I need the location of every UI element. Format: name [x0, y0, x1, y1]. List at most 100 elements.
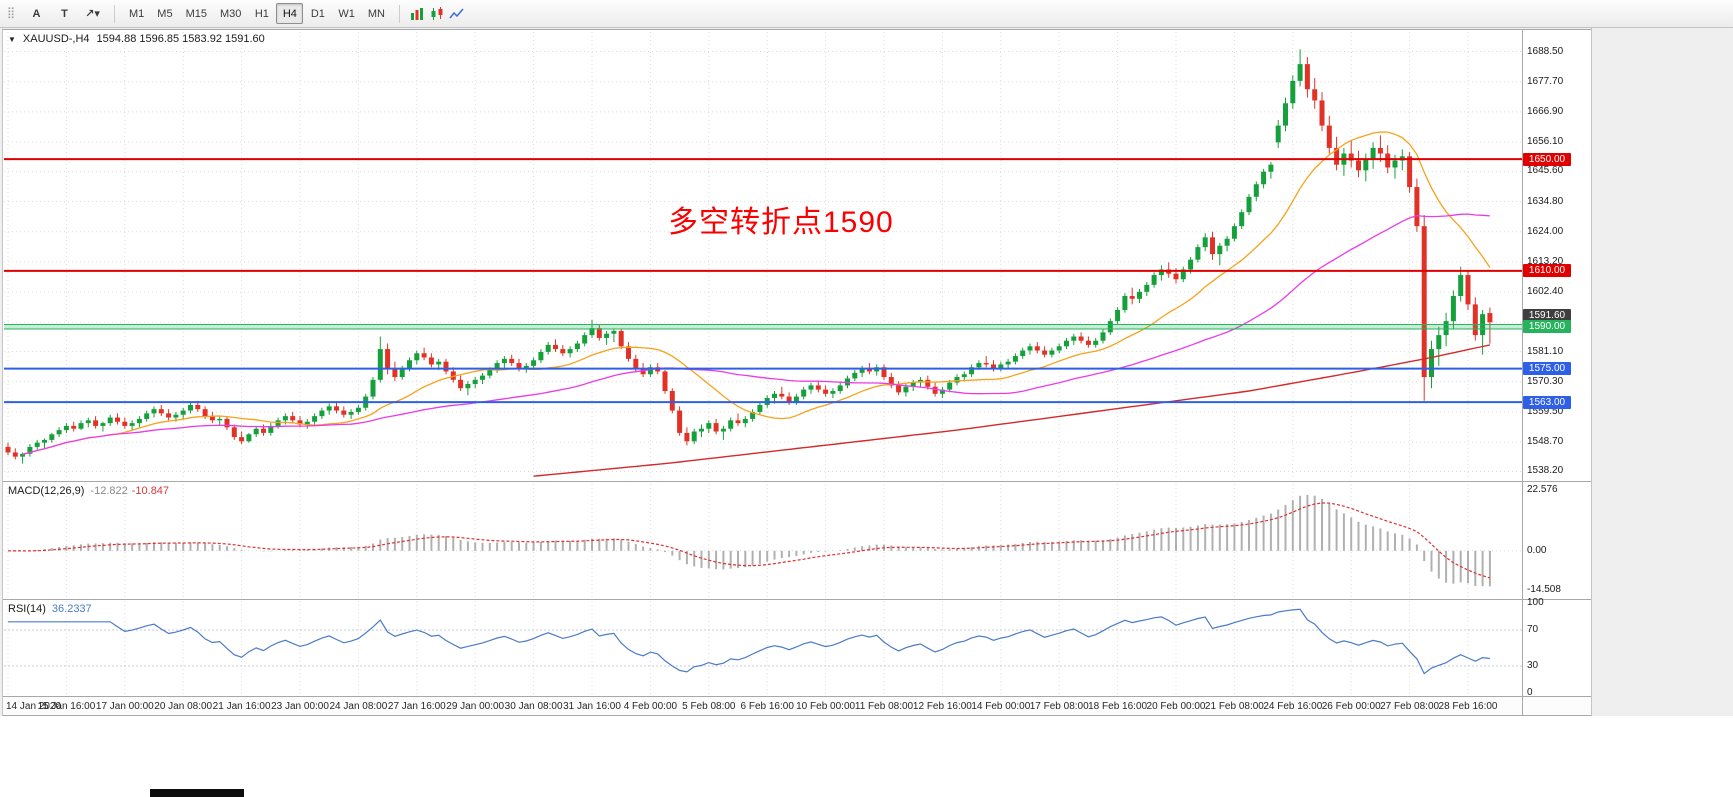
- time-axis-label: 5 Feb 08:00: [682, 701, 736, 712]
- rsi-name: RSI(14): [8, 603, 46, 615]
- t-tool-button[interactable]: T: [61, 7, 68, 20]
- ma-slow-line: [533, 344, 1491, 477]
- time-axis-label: 21 Jan 16:00: [212, 701, 271, 712]
- price-tag-1590.00: 1590.00: [1523, 320, 1571, 334]
- price-axis-label: 1656.10: [1527, 136, 1564, 148]
- toolbar-right-group: [408, 4, 467, 23]
- ma-fast-line: [22, 131, 1491, 455]
- time-axis-label: 14 Feb 00:00: [971, 701, 1031, 712]
- time-axis-label: 14 Jan 2020: [6, 701, 62, 712]
- price-axis-label: 1666.90: [1527, 105, 1564, 117]
- time-axis-label: 18 Feb 16:00: [1088, 701, 1148, 712]
- time-axis-label: 6 Feb 16:00: [740, 701, 794, 712]
- price-axis-label: 1602.40: [1527, 286, 1564, 298]
- time-axis-label: 26 Feb 00:00: [1321, 701, 1381, 712]
- price-axis-label: 1581.10: [1527, 345, 1564, 357]
- macd-signal-line: [7, 502, 1491, 579]
- toolbar-separator: [114, 4, 115, 23]
- a-tool-button[interactable]: A: [32, 7, 41, 20]
- price-tag-1650.00: 1650.00: [1523, 152, 1571, 166]
- ma-medium-line: [22, 213, 1490, 455]
- price-axis-label: 1645.60: [1527, 165, 1564, 177]
- toolbar-left-group: A T ↗▾: [23, 3, 106, 24]
- time-axis-label: 17 Feb 08:00: [1029, 701, 1089, 712]
- rsi-axis-label: 100: [1527, 597, 1544, 608]
- time-axis-label: 24 Jan 08:00: [329, 701, 388, 712]
- price-tag-1610.00: 1610.00: [1523, 264, 1571, 278]
- timeframe-button-w1[interactable]: W1: [338, 7, 355, 20]
- timeframe-toolbar: M1 M5 M15 M30 H1 H4 D1 W1 MN: [123, 3, 391, 24]
- chart-annotation-text[interactable]: 多空转折点1590: [668, 206, 894, 239]
- collapse-triangle-icon[interactable]: ▼: [8, 34, 16, 44]
- rsi-axis-label: 30: [1527, 660, 1539, 671]
- current-price-tag: 1591.60: [1523, 309, 1571, 323]
- time-axis-label: 30 Jan 08:00: [504, 701, 563, 712]
- timeframe-button-h1[interactable]: H1: [254, 7, 269, 20]
- rsi-axis-label: 0: [1527, 687, 1533, 698]
- time-axis-label: 27 Jan 16:00: [387, 701, 446, 712]
- price-axis-label: 1677.70: [1527, 75, 1564, 87]
- taskbar-fragment: [150, 789, 244, 797]
- time-axis-label: 24 Feb 16:00: [1263, 701, 1323, 712]
- price-axis-label: 1613.20: [1527, 255, 1564, 267]
- time-axis-label: 4 Feb 00:00: [623, 701, 678, 712]
- price-tag-1575.00: 1575.00: [1523, 362, 1571, 376]
- rsi-level-lines: [4, 629, 1522, 667]
- time-axis-label: 11 Feb 08:00: [854, 701, 914, 712]
- line-chart-type-icon[interactable]: [448, 4, 467, 23]
- macd-axis-label: -14.508: [1527, 584, 1561, 596]
- hline-band-1590.00[interactable]: [4, 324, 1522, 329]
- price-tag-1563.00: 1563.00: [1523, 395, 1571, 409]
- macd-main-value: -12.822: [90, 485, 128, 497]
- timeframe-button-h4[interactable]: H4: [276, 3, 304, 24]
- macd-indicator-label: MACD(12,26,9) -12.822 -10.847: [8, 485, 169, 497]
- timeframe-button-m5[interactable]: M5: [157, 7, 173, 20]
- timeframe-button-m30[interactable]: M30: [219, 7, 242, 20]
- macd-signal-value: -10.847: [131, 485, 170, 497]
- price-axis-label: 1559.50: [1527, 405, 1564, 417]
- time-axis-label: 20 Jan 08:00: [154, 701, 213, 712]
- ohlc-values: 1594.88 1596.85 1583.92 1591.60: [96, 33, 265, 45]
- macd-axis-label: 22.576: [1527, 483, 1558, 495]
- crosshair-dropdown-button[interactable]: ↗▾: [85, 8, 100, 20]
- macd-axis-label: 0.00: [1527, 544, 1547, 556]
- rsi-value: 36.2337: [51, 603, 92, 615]
- main-toolbar: ⣿ A T ↗▾ M1 M5 M15 M30 H1 H4 D1 W1 MN: [0, 0, 1733, 28]
- time-axis-label: 15 Jan 16:00: [37, 701, 96, 712]
- rsi-axis-label: 70: [1527, 624, 1539, 635]
- symbol-timeframe-label: XAUUSD-,H4: [22, 33, 90, 45]
- macd-name: MACD(12,26,9): [8, 485, 85, 497]
- candlesticks: [5, 49, 1493, 464]
- timeframe-button-m15[interactable]: M15: [185, 7, 207, 20]
- rsi-line: [8, 608, 1490, 675]
- chart-symbol-ohlc: ▼ XAUUSD-,H4 1594.88 1596.85 1583.92 159…: [8, 33, 265, 45]
- price-axis-label: 1634.80: [1527, 195, 1564, 207]
- time-axis-label: 27 Feb 08:00: [1380, 701, 1440, 712]
- time-axis-label: 21 Feb 08:00: [1204, 701, 1264, 712]
- time-axis-label: 31 Jan 16:00: [563, 701, 621, 712]
- timeframe-button-m1[interactable]: M1: [129, 7, 145, 20]
- time-axis-label: 10 Feb 00:00: [796, 701, 856, 712]
- toolbar-drag-handle-icon[interactable]: ⣿: [6, 7, 16, 19]
- timeframe-button-d1[interactable]: D1: [310, 7, 325, 20]
- time-axis-label: 28 Feb 16:00: [1438, 701, 1498, 712]
- time-axis-label: 12 Feb 16:00: [912, 701, 972, 712]
- price-axis-label: 1688.50: [1527, 45, 1564, 57]
- price-axis-label: 1548.70: [1527, 436, 1564, 448]
- time-axis-label: 29 Jan 00:00: [446, 701, 505, 712]
- time-axis-label: 17 Jan 00:00: [95, 701, 154, 712]
- bar-chart-type-icon[interactable]: [408, 4, 427, 23]
- macd-histogram: [14, 494, 1491, 587]
- price-axis-label: 1624.00: [1527, 225, 1564, 237]
- time-axis-label: 20 Feb 00:00: [1146, 701, 1206, 712]
- price-axis-label: 1570.30: [1527, 375, 1564, 387]
- rsi-indicator-label: RSI(14) 36.2337: [8, 603, 92, 615]
- toolbar-separator: [398, 4, 400, 23]
- candlestick-chart-type-icon[interactable]: [428, 4, 447, 23]
- price-axis-label: 1538.20: [1527, 465, 1564, 477]
- time-axis-label: 23 Jan 00:00: [271, 701, 329, 712]
- timeframe-button-mn[interactable]: MN: [367, 7, 385, 20]
